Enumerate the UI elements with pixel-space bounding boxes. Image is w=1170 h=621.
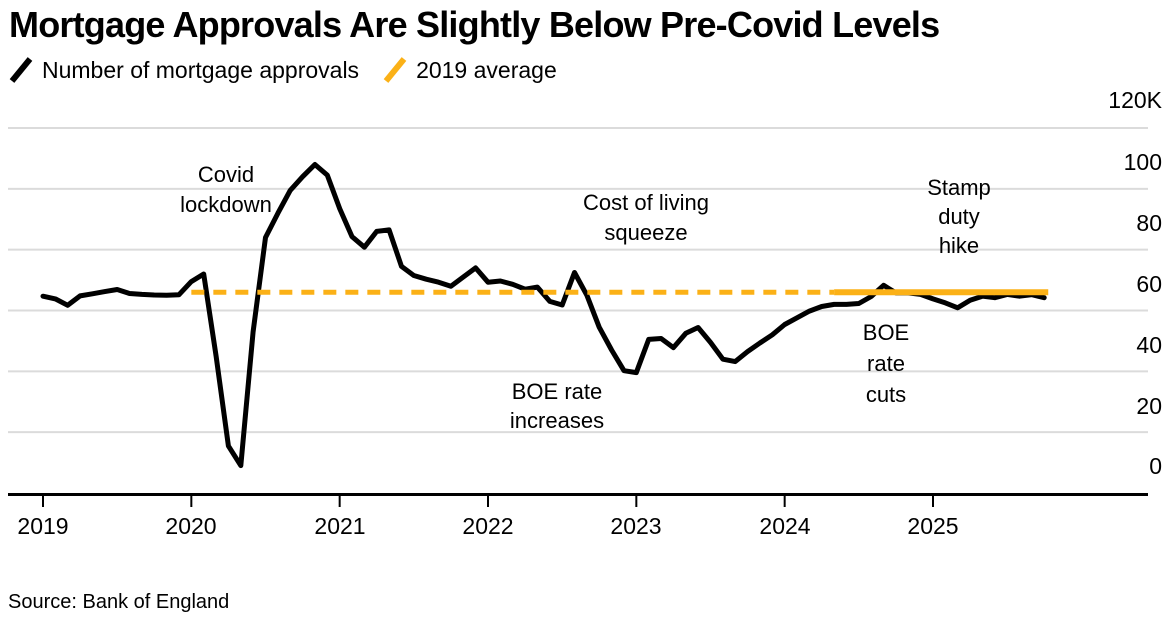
x-axis-tick-2020: 2020 <box>165 513 217 539</box>
y-axis-tick-120k: 120K <box>1108 87 1162 113</box>
legend-label-average: 2019 average <box>416 56 557 83</box>
y-axis-tick-0: 0 <box>1149 453 1162 479</box>
annotation-cost-of-living: Cost of living squeeze <box>583 190 709 245</box>
x-axis-tick-2023: 2023 <box>610 513 662 539</box>
annotation-stamp-duty-hike: Stamp duty hike <box>927 175 991 258</box>
legend-item-average: 2019 average <box>383 56 557 84</box>
black-slash-icon <box>9 56 33 84</box>
legend-label-approvals: Number of mortgage approvals <box>42 56 360 83</box>
x-axis-tick-2022: 2022 <box>462 513 514 539</box>
y-axis-tick-100: 100 <box>1123 149 1162 175</box>
chart-legend: Number of mortgage approvals 2019 averag… <box>9 56 557 84</box>
yellow-slash-icon <box>383 56 407 84</box>
x-axis-tick-2025: 2025 <box>907 513 959 539</box>
x-axis-tick-2021: 2021 <box>314 513 366 539</box>
annotation-boe-rate-increases: BOE rate increases <box>509 379 605 433</box>
annotation-covid-lockdown: Covid lockdown <box>180 162 272 217</box>
x-axis-tick-2024: 2024 <box>759 513 811 539</box>
legend-item-approvals: Number of mortgage approvals <box>9 56 359 84</box>
source-credit: Source: Bank of England <box>8 591 230 613</box>
y-axis-tick-20: 20 <box>1136 393 1162 419</box>
y-axis-tick-40: 40 <box>1136 332 1162 358</box>
chart-title: Mortgage Approvals Are Slightly Below Pr… <box>9 4 940 45</box>
annotation-boe-rate-cuts: BOE rate cuts <box>862 320 910 407</box>
x-axis-tick-2019: 2019 <box>17 513 69 539</box>
y-axis-tick-80: 80 <box>1136 210 1162 236</box>
y-axis-tick-60: 60 <box>1136 271 1162 297</box>
